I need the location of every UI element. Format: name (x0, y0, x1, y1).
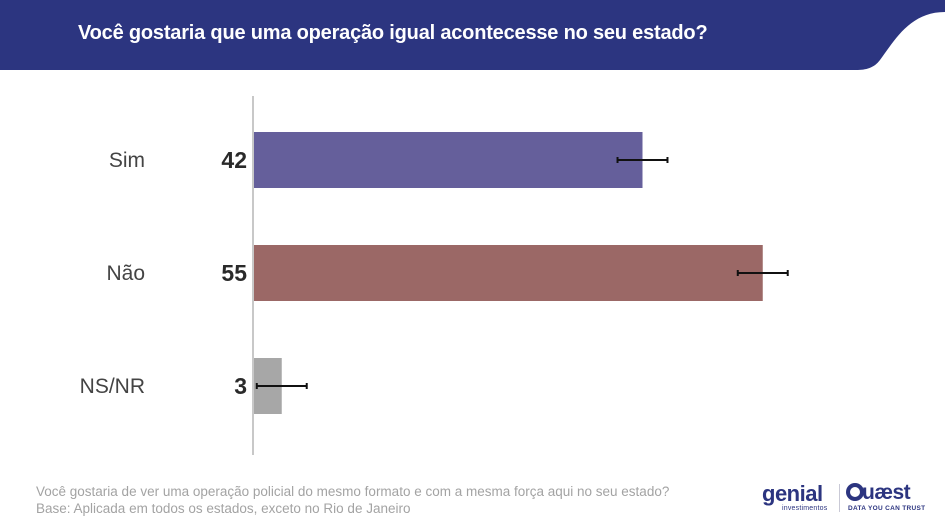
bar-0 (254, 132, 643, 188)
footnote-question: Você gostaria de ver uma operação polici… (36, 484, 670, 499)
quaest-logo-subtitle: DATA YOU CAN TRUST (848, 505, 926, 512)
value-label-0: 42 (221, 147, 247, 173)
footnote: Você gostaria de ver uma operação polici… (36, 483, 669, 517)
value-label-1: 55 (221, 260, 247, 286)
genial-logo: genial (762, 481, 823, 506)
logos: genial investimentos uæst DATA YOU CAN T… (762, 481, 926, 515)
chart-title: Você gostaria que uma operação igual aco… (78, 22, 708, 44)
header-band (0, 0, 945, 70)
quaest-logo: uæst (862, 481, 911, 504)
category-label-0: Sim (109, 149, 145, 172)
category-label-2: NS/NR (80, 375, 145, 398)
header-band-shape (0, 0, 945, 70)
genial-logo-subtitle: investimentos (782, 505, 828, 512)
quaest-q-icon (846, 483, 864, 501)
category-label-1: Não (106, 262, 145, 285)
logo-divider (839, 484, 840, 512)
footnote-base: Base: Aplicada em todos os estados, exce… (36, 501, 411, 516)
bar-1 (254, 245, 763, 301)
value-label-2: 3 (234, 373, 247, 399)
